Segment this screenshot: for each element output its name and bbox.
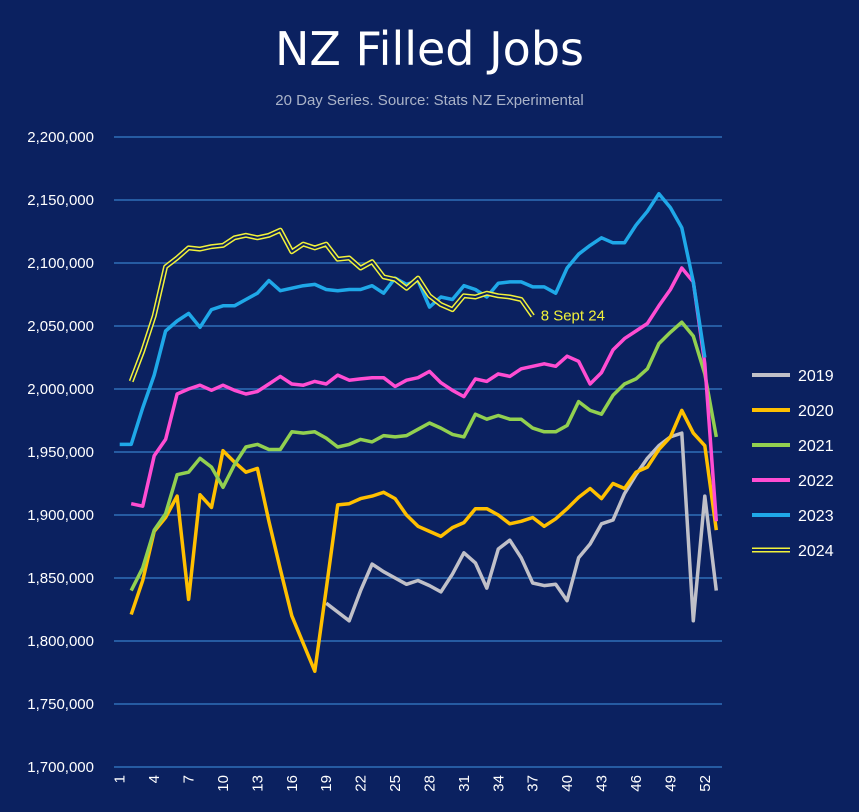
legend-label-2020: 2020 [798,403,834,420]
series-line-2024-inner [130,229,534,382]
y-tick-label: 1,750,000 [27,696,94,713]
legend-label-2024: 2024 [798,543,834,560]
y-tick-label: 1,900,000 [27,507,94,524]
x-tick-label: 1 [112,775,129,783]
x-tick-label: 31 [456,775,473,792]
x-tick-label: 52 [697,775,714,792]
legend-label-2019: 2019 [798,368,834,385]
x-tick-label: 40 [559,775,576,792]
series-line-2021 [129,320,719,592]
x-tick-label: 49 [662,775,679,792]
legend-label-2022: 2022 [798,473,834,490]
x-axis-ticks: 1 4 7 10 13 16 19 22 25 28 31 34 37 40 43 46 49 52 [112,775,714,792]
legend: 2019 2020 2021 2022 2023 2024 [752,368,834,560]
y-tick-label: 2,000,000 [27,381,94,398]
x-tick-label: 16 [284,775,301,792]
y-tick-label: 2,050,000 [27,318,94,335]
series-line-2019 [325,431,719,623]
series-line-2022 [130,266,719,522]
y-tick-label: 1,950,000 [27,444,94,461]
x-tick-label: 25 [387,775,404,792]
y-axis-ticks: 1,700,000 1,750,000 1,800,000 1,850,000 1,90… [27,129,94,776]
y-tick-label: 1,700,000 [27,759,94,776]
x-tick-label: 10 [215,775,232,792]
y-tick-label: 2,100,000 [27,255,94,272]
y-tick-label: 2,200,000 [27,129,94,146]
series-lines [119,191,719,673]
y-tick-label: 1,850,000 [27,570,94,587]
grid-lines [114,136,722,768]
x-tick-label: 46 [628,775,645,792]
chart-title: NZ Filled Jobs [275,22,584,76]
x-tick-label: 43 [594,775,611,792]
y-tick-label: 1,800,000 [27,633,94,650]
x-tick-label: 28 [421,775,438,792]
x-tick-label: 19 [318,775,335,792]
legend-label-2021: 2021 [798,438,834,455]
x-tick-label: 4 [146,775,163,783]
series-line-2020 [129,408,719,673]
x-tick-label: 13 [249,775,266,792]
y-tick-label: 2,150,000 [27,192,94,209]
chart-subtitle: 20 Day Series. Source: Stats NZ Experime… [275,92,584,109]
legend-label-2023: 2023 [798,508,834,525]
series-line-2023 [119,191,707,447]
x-tick-label: 7 [181,775,198,783]
x-tick-label: 37 [525,775,542,792]
annotation-label: 8 Sept 24 [541,307,605,324]
x-tick-label: 22 [353,775,370,792]
x-tick-label: 34 [490,775,507,792]
